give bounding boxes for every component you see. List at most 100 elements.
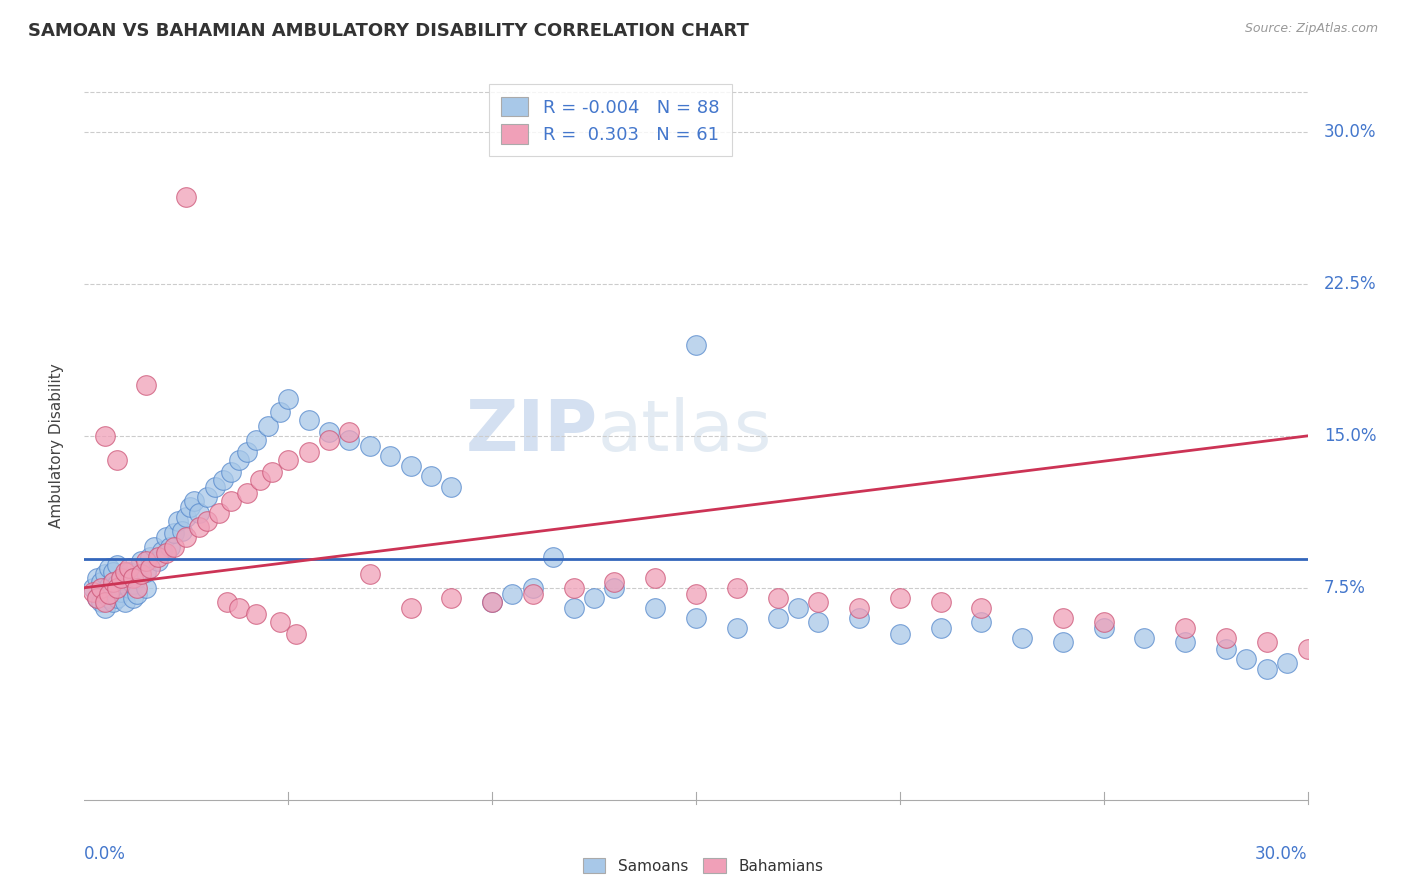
Point (174, 190, 197, 204)
Point (195, 514, 218, 528)
Point (603, 581, 626, 595)
Point (245, 433, 267, 447)
Point (1236, 651, 1258, 665)
Point (163, 526, 186, 541)
Text: 22.5%: 22.5% (1324, 275, 1376, 293)
Point (236, 445, 259, 459)
Point (167, 514, 190, 528)
Point (285, 627, 308, 641)
Point (603, 574, 626, 589)
Point (163, 541, 186, 555)
Point (257, 418, 280, 433)
Legend: R = -0.004   N = 88, R =  0.303   N = 61: R = -0.004 N = 88, R = 0.303 N = 61 (489, 84, 733, 156)
Point (127, 581, 149, 595)
Point (93, 587, 115, 601)
Point (114, 565, 136, 579)
Text: SAMOAN VS BAHAMIAN AMBULATORY DISABILITY CORRELATION CHART: SAMOAN VS BAHAMIAN AMBULATORY DISABILITY… (28, 22, 749, 40)
Point (249, 474, 271, 488)
Point (114, 571, 136, 585)
Point (380, 449, 402, 463)
Point (146, 554, 169, 568)
Point (685, 587, 707, 601)
Point (1256, 662, 1278, 676)
Text: 30.0%: 30.0% (1256, 845, 1308, 863)
Point (118, 581, 141, 595)
Point (122, 591, 145, 605)
Point (118, 565, 141, 579)
Point (86, 591, 108, 605)
Point (339, 433, 361, 447)
Text: 0.0%: 0.0% (84, 845, 127, 863)
Point (135, 378, 157, 392)
Point (146, 550, 169, 565)
Y-axis label: Ambulatory Disability: Ambulatory Disability (49, 364, 63, 528)
Point (105, 576, 128, 591)
Point (135, 554, 157, 568)
Point (228, 453, 250, 467)
Point (1296, 641, 1319, 656)
Point (101, 581, 124, 595)
Point (110, 573, 132, 587)
Point (212, 474, 235, 488)
Point (138, 560, 160, 574)
Point (187, 520, 209, 534)
Point (142, 541, 165, 555)
Point (359, 439, 381, 453)
Point (187, 506, 209, 520)
Text: 30.0%: 30.0% (1324, 123, 1376, 141)
Point (105, 591, 128, 605)
Point (135, 581, 157, 595)
Point (562, 601, 585, 615)
Point (1052, 635, 1074, 649)
Point (1215, 632, 1237, 646)
Point (807, 595, 830, 609)
Point (150, 544, 173, 558)
Point (583, 591, 606, 605)
Point (1052, 611, 1074, 625)
Point (318, 433, 340, 447)
Point (228, 601, 250, 615)
Point (127, 571, 149, 585)
Point (131, 566, 153, 581)
Point (93, 429, 115, 443)
Point (970, 615, 993, 630)
Point (359, 566, 381, 581)
Point (219, 493, 242, 508)
Text: atlas: atlas (598, 397, 772, 466)
Point (101, 574, 124, 589)
Point (159, 541, 181, 555)
Point (90, 574, 112, 589)
Point (399, 601, 422, 615)
Point (219, 466, 242, 480)
Point (138, 550, 160, 565)
Point (889, 627, 911, 641)
Point (110, 571, 132, 585)
Point (522, 581, 544, 595)
Point (122, 576, 145, 591)
Point (889, 591, 911, 605)
Point (502, 587, 524, 601)
Point (298, 445, 321, 459)
Point (245, 607, 267, 621)
Point (440, 479, 463, 493)
Point (644, 601, 666, 615)
Point (135, 565, 157, 579)
Point (155, 546, 177, 560)
Point (195, 490, 218, 504)
Point (1277, 656, 1299, 670)
Point (183, 493, 205, 508)
Point (766, 591, 789, 605)
Point (82, 584, 104, 599)
Point (204, 479, 226, 493)
Point (318, 425, 340, 439)
Point (93, 595, 115, 609)
Point (174, 509, 197, 524)
Text: ZIP: ZIP (465, 397, 598, 466)
Text: 7.5%: 7.5% (1324, 579, 1365, 597)
Point (217, 595, 239, 609)
Point (269, 404, 291, 418)
Point (236, 485, 259, 500)
Point (179, 500, 201, 514)
Point (929, 595, 952, 609)
Point (522, 587, 544, 601)
